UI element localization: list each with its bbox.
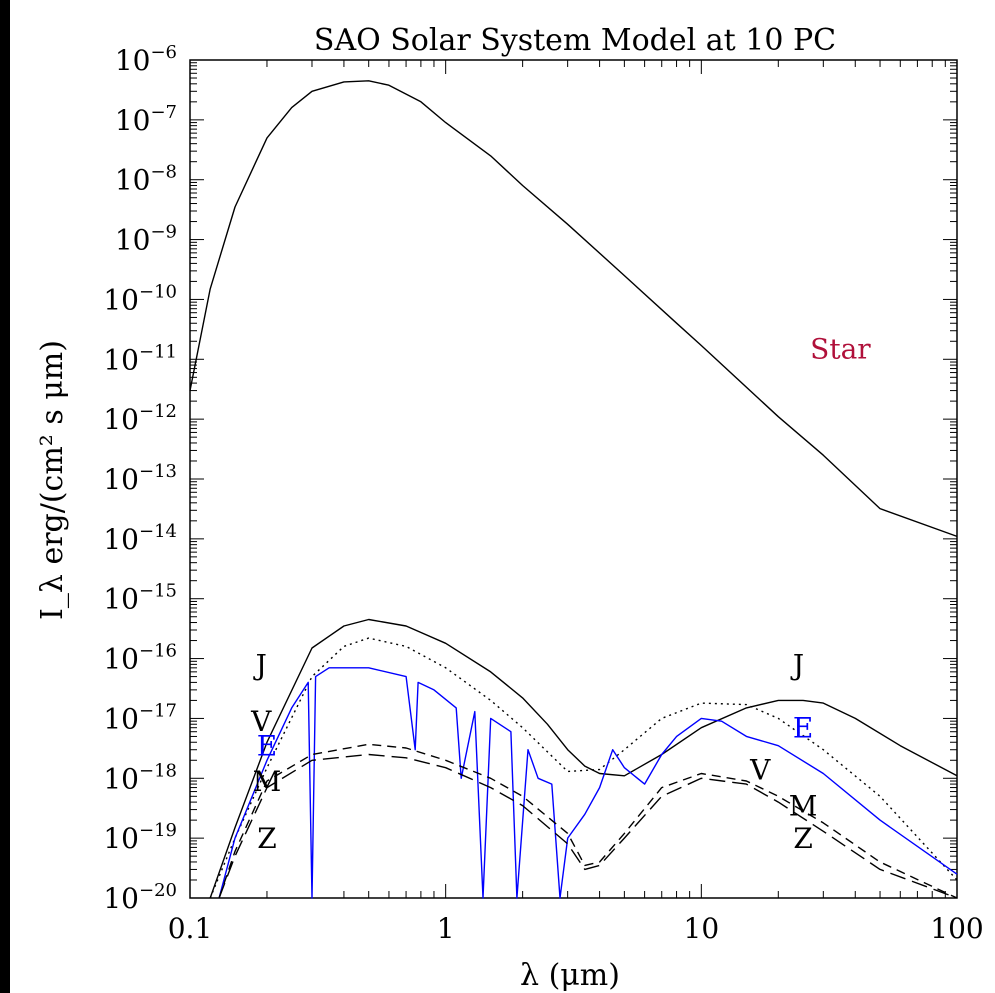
series-j bbox=[209, 618, 958, 899]
y-tick-label: 10−18 bbox=[103, 760, 177, 795]
plot-frame bbox=[189, 59, 958, 899]
y-tick-label: 10−6 bbox=[115, 42, 177, 77]
series-star bbox=[189, 80, 958, 538]
series-label-z: Z bbox=[793, 822, 812, 855]
series-layer bbox=[189, 80, 958, 899]
series-label-j: J bbox=[790, 648, 804, 681]
y-tick-label: 10−11 bbox=[103, 341, 177, 376]
series-m bbox=[218, 743, 958, 899]
x-tick-label: 10 bbox=[684, 912, 720, 945]
y-tick-label: 10−20 bbox=[103, 880, 177, 915]
x-tick-label: 1 bbox=[437, 912, 455, 945]
series-label-m: M bbox=[253, 765, 282, 798]
x-tick-label: 0.1 bbox=[168, 912, 213, 945]
axes: 0.1 1 10 100 10−20 10−19 10−18 10−17 10−16 10−15 1… bbox=[103, 42, 983, 945]
series-v bbox=[209, 637, 958, 899]
series-label-v: V bbox=[250, 705, 272, 738]
series-label-v: V bbox=[749, 754, 771, 787]
y-tick-label: 10−17 bbox=[103, 700, 177, 735]
series-label-e: E bbox=[257, 730, 277, 763]
chart-panel bbox=[10, 0, 995, 993]
series-label-star: Star bbox=[810, 333, 871, 366]
series-z bbox=[218, 753, 958, 899]
series-label-e: E bbox=[793, 712, 813, 745]
series-e bbox=[218, 667, 958, 899]
x-tick-label: 100 bbox=[930, 912, 983, 945]
y-tick-label: 10−13 bbox=[103, 461, 177, 496]
y-tick-label: 10−15 bbox=[103, 581, 177, 616]
series-label-m: M bbox=[789, 790, 818, 823]
y-tick-label: 10−16 bbox=[103, 641, 177, 676]
y-tick-label: 10−19 bbox=[103, 820, 177, 855]
series-label-j: J bbox=[253, 648, 267, 681]
y-tick-label: 10−14 bbox=[103, 521, 177, 556]
series-label-z: Z bbox=[257, 822, 276, 855]
x-axis-label: λ (μm) bbox=[520, 958, 620, 993]
y-tick-label: 10−8 bbox=[115, 162, 177, 197]
y-tick-label: 10−12 bbox=[103, 401, 177, 436]
chart-title: SAO Solar System Model at 10 PC bbox=[314, 23, 836, 58]
y-tick-label: 10−10 bbox=[103, 281, 177, 316]
y-axis-label: I_λ erg/(cm² s μm) bbox=[35, 340, 70, 620]
y-tick-label: 10−7 bbox=[115, 102, 177, 137]
y-tick-label: 10−9 bbox=[115, 222, 177, 257]
